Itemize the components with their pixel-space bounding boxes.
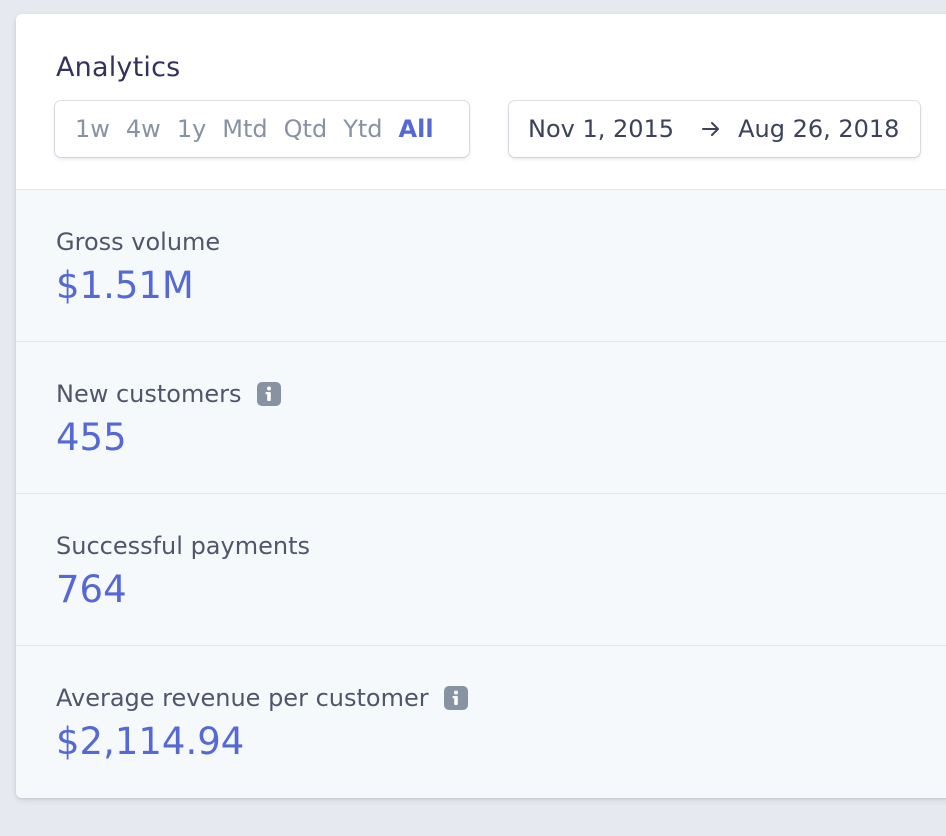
metrics-list: Gross volume $1.51M New customers 455: [16, 190, 946, 798]
metric-label: New customers: [56, 380, 281, 408]
date-range-end[interactable]: Aug 26, 2018: [738, 115, 900, 143]
metric-successful-payments[interactable]: Successful payments 764: [16, 494, 946, 646]
metric-label-text: Average revenue per customer: [56, 684, 429, 712]
metric-label: Gross volume: [56, 228, 220, 256]
arrow-right-icon: [700, 118, 722, 140]
metric-value: 764: [56, 568, 127, 611]
analytics-card: Analytics 1w 4w 1y Mtd Qtd Ytd All Nov 1…: [16, 14, 946, 798]
page-title: Analytics: [56, 52, 181, 83]
analytics-header: Analytics 1w 4w 1y Mtd Qtd Ytd All Nov 1…: [16, 14, 946, 190]
metric-label-text: Successful payments: [56, 532, 310, 560]
range-tab-4w[interactable]: 4w: [125, 115, 161, 143]
date-range-picker[interactable]: Nov 1, 2015 Aug 26, 2018: [509, 101, 920, 157]
metric-label-text: New customers: [56, 380, 242, 408]
range-tab-1y[interactable]: 1y: [176, 115, 207, 143]
metric-value: $1.51M: [56, 264, 194, 307]
metric-label: Average revenue per customer: [56, 684, 468, 712]
metric-value: 455: [56, 416, 127, 459]
metric-value: $2,114.94: [56, 720, 245, 763]
range-tab-mtd[interactable]: Mtd: [222, 115, 268, 143]
metric-gross-volume[interactable]: Gross volume $1.51M: [16, 190, 946, 342]
metric-label-text: Gross volume: [56, 228, 221, 256]
info-icon[interactable]: [256, 382, 281, 406]
range-tabs: 1w 4w 1y Mtd Qtd Ytd All: [55, 101, 469, 157]
range-tab-1w[interactable]: 1w: [75, 115, 110, 143]
metric-average-revenue[interactable]: Average revenue per customer $2,114.94: [16, 646, 946, 798]
metric-label: Successful payments: [56, 532, 310, 560]
date-range-start[interactable]: Nov 1, 2015: [528, 115, 675, 143]
range-tab-qtd[interactable]: Qtd: [283, 115, 328, 143]
range-tab-all[interactable]: All: [398, 115, 434, 143]
info-icon[interactable]: [443, 686, 468, 710]
metric-new-customers[interactable]: New customers 455: [16, 342, 946, 494]
range-tab-ytd[interactable]: Ytd: [343, 115, 383, 143]
